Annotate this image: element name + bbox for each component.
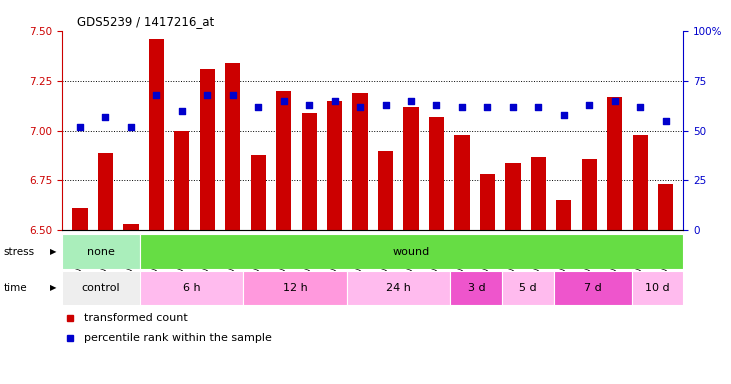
Point xyxy=(202,91,213,98)
Text: ▶: ▶ xyxy=(50,283,56,293)
Bar xyxy=(607,97,622,230)
Point xyxy=(176,108,188,114)
Bar xyxy=(556,200,572,230)
Point xyxy=(583,101,595,108)
Point xyxy=(125,124,137,130)
Bar xyxy=(72,209,88,230)
Bar xyxy=(174,131,189,230)
Text: ▶: ▶ xyxy=(50,247,56,256)
Point xyxy=(74,124,86,130)
Bar xyxy=(148,39,164,230)
Bar xyxy=(632,134,648,230)
Text: transformed count: transformed count xyxy=(84,313,188,323)
Bar xyxy=(658,184,673,230)
Point xyxy=(456,104,468,110)
Bar xyxy=(124,224,139,230)
Bar xyxy=(632,271,683,305)
Bar xyxy=(480,174,495,230)
Point xyxy=(329,98,341,104)
Text: wound: wound xyxy=(393,247,431,257)
Bar xyxy=(98,152,113,230)
Text: 3 d: 3 d xyxy=(468,283,485,293)
Bar xyxy=(502,271,554,305)
Text: 5 d: 5 d xyxy=(519,283,537,293)
Text: 6 h: 6 h xyxy=(183,283,200,293)
Bar xyxy=(505,162,520,230)
Bar xyxy=(454,134,469,230)
Bar xyxy=(301,113,317,230)
Bar xyxy=(62,234,140,269)
Point xyxy=(405,98,417,104)
Bar xyxy=(62,271,140,305)
Point xyxy=(660,118,672,124)
Point xyxy=(99,114,111,120)
Text: 10 d: 10 d xyxy=(645,283,670,293)
Bar xyxy=(327,101,342,230)
Bar xyxy=(251,154,266,230)
Text: 12 h: 12 h xyxy=(283,283,308,293)
Point xyxy=(227,91,238,98)
Text: 24 h: 24 h xyxy=(386,283,411,293)
Bar xyxy=(554,271,632,305)
Bar xyxy=(531,157,546,230)
Bar xyxy=(243,271,347,305)
Text: percentile rank within the sample: percentile rank within the sample xyxy=(84,333,272,343)
Bar xyxy=(450,271,502,305)
Bar xyxy=(225,63,240,230)
Bar xyxy=(352,93,368,230)
Bar xyxy=(200,69,215,230)
Point xyxy=(609,98,621,104)
Bar xyxy=(404,107,419,230)
Text: none: none xyxy=(87,247,115,257)
Point xyxy=(507,104,519,110)
Point xyxy=(482,104,493,110)
Point xyxy=(252,104,264,110)
Bar xyxy=(378,151,393,230)
Point xyxy=(151,91,162,98)
Bar xyxy=(347,271,450,305)
Point xyxy=(558,111,569,118)
Text: time: time xyxy=(4,283,27,293)
Bar xyxy=(140,234,683,269)
Point xyxy=(635,104,646,110)
Bar xyxy=(582,159,597,230)
Point xyxy=(431,101,442,108)
Text: stress: stress xyxy=(4,247,35,257)
Point xyxy=(355,104,366,110)
Point xyxy=(303,101,315,108)
Text: 7 d: 7 d xyxy=(584,283,602,293)
Bar xyxy=(429,117,444,230)
Point xyxy=(532,104,544,110)
Text: GDS5239 / 1417216_at: GDS5239 / 1417216_at xyxy=(77,15,214,28)
Bar xyxy=(276,91,292,230)
Bar xyxy=(140,271,243,305)
Point xyxy=(278,98,289,104)
Text: control: control xyxy=(82,283,121,293)
Point xyxy=(379,101,391,108)
